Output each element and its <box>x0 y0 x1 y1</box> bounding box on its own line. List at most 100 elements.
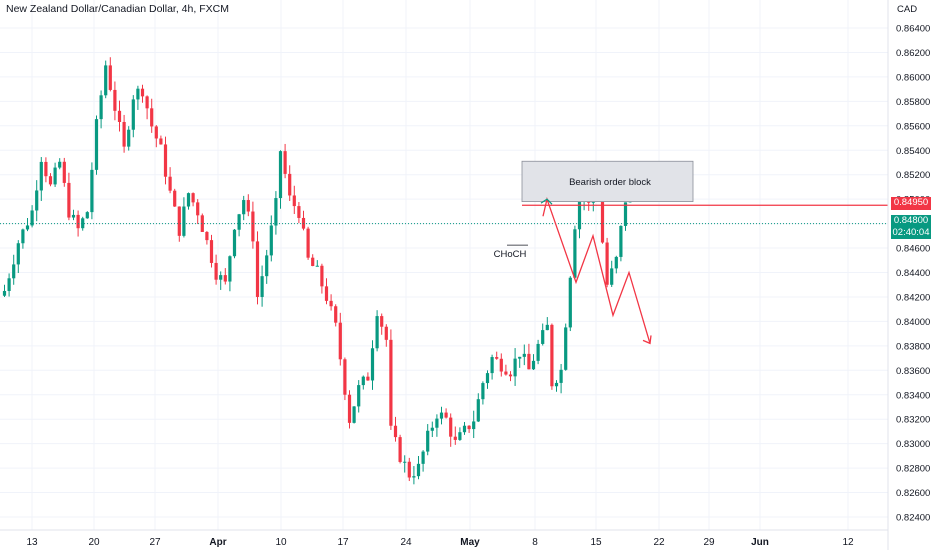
candle-body <box>412 476 416 478</box>
projection-arrowhead <box>642 335 652 345</box>
candle-body <box>260 276 264 297</box>
candle-body <box>85 212 89 219</box>
candle-body <box>35 190 39 211</box>
candle-body <box>209 240 214 263</box>
candle-body <box>421 451 425 464</box>
candle-body <box>159 138 163 145</box>
candle-body <box>168 176 172 191</box>
candle-body <box>242 200 246 215</box>
currency-label: CAD <box>897 4 918 15</box>
candle-body <box>329 300 333 307</box>
candle-body <box>338 322 342 360</box>
price-axis[interactable]: 0.82400 0.82600 0.82800 0.83000 0.83200 0.834… <box>896 24 930 524</box>
candle-body <box>150 108 154 127</box>
candle-body <box>113 89 117 111</box>
candle-body <box>324 286 329 301</box>
bar-countdown: 02:40:04 <box>892 227 930 238</box>
candle-body <box>62 161 66 183</box>
candle-body <box>173 190 177 207</box>
candle-body <box>16 243 20 265</box>
time-tick-label: May <box>460 537 480 548</box>
candle-body <box>7 278 11 291</box>
price-tick-label: 0.85400 <box>896 146 930 157</box>
candle-body <box>495 357 499 359</box>
candle-body <box>600 190 605 243</box>
candle-body <box>311 257 315 266</box>
level-price-value: 0.84950 <box>893 197 929 208</box>
candle-body <box>347 394 352 423</box>
candle-body <box>297 206 301 218</box>
candle-body <box>94 119 99 170</box>
candle-body <box>131 99 135 130</box>
candle-body <box>504 371 508 375</box>
time-axis[interactable]: 13 20 27 Apr 10 17 24 May 8 15 22 29 Jun 12 <box>26 537 854 548</box>
candle-body <box>163 144 168 177</box>
candle-body <box>104 65 108 96</box>
choch-label: CHoCH <box>494 249 527 260</box>
candle-body <box>614 256 618 269</box>
candle-body <box>71 214 76 218</box>
projection-start-arrow <box>540 198 553 205</box>
candle-body <box>573 229 577 278</box>
candle-body <box>76 214 80 229</box>
time-tick-label: 17 <box>337 537 349 548</box>
candle-body <box>182 206 186 236</box>
price-tick-label: 0.82600 <box>896 488 930 499</box>
candle-body <box>292 195 296 207</box>
candle-body <box>246 200 250 212</box>
candle-body <box>99 95 103 120</box>
candle-body <box>398 437 402 462</box>
candle-body <box>90 169 94 213</box>
candle-body <box>375 316 379 349</box>
candle-body <box>490 357 494 374</box>
candle-body <box>136 88 140 100</box>
candle-body <box>370 348 375 381</box>
candle-body <box>366 376 370 381</box>
price-tick-label: 0.86000 <box>896 72 930 83</box>
candle-body <box>25 225 30 230</box>
candle-body <box>265 255 269 277</box>
candle-body <box>453 436 457 440</box>
candle-body <box>449 417 453 437</box>
price-tick-label: 0.82400 <box>896 513 930 524</box>
candle-body <box>108 65 112 90</box>
price-tick-label: 0.85800 <box>896 97 930 108</box>
candle-body <box>619 225 623 257</box>
candle-body <box>550 324 554 387</box>
time-tick-label: 24 <box>400 537 412 548</box>
candle-body <box>315 265 319 267</box>
time-tick-label: 27 <box>149 537 161 548</box>
candle-body <box>191 193 195 203</box>
candle-body <box>274 198 278 226</box>
chart-grid <box>0 0 888 530</box>
candle-body <box>577 200 582 230</box>
price-tick-label: 0.85200 <box>896 170 930 181</box>
candle-body <box>444 412 448 418</box>
candle-body <box>306 228 310 258</box>
time-tick-label: Jun <box>751 537 769 548</box>
level-price-badge: 0.84950 <box>891 197 931 210</box>
candle-body <box>407 461 411 478</box>
candle-body <box>623 202 628 226</box>
candle-body <box>610 268 614 285</box>
candle-body <box>357 385 361 407</box>
candle-body <box>205 231 209 241</box>
candlestick-series <box>2 57 632 485</box>
candle-body <box>564 327 568 370</box>
candle-body <box>384 326 388 340</box>
candle-body <box>255 241 260 297</box>
candle-body <box>122 121 126 147</box>
candle-body <box>214 262 218 280</box>
time-tick-label: 15 <box>590 537 602 548</box>
candle-body <box>467 425 471 430</box>
candle-body <box>518 356 522 359</box>
candle-body <box>81 218 85 229</box>
current-price-value: 0.84800 <box>893 215 929 226</box>
candle-body <box>145 96 149 109</box>
candle-body <box>154 126 158 139</box>
candle-body <box>127 129 131 147</box>
symbol-title[interactable]: New Zealand Dollar/Canadian Dollar, 4h, … <box>6 3 229 15</box>
candle-body <box>435 418 439 428</box>
candle-body <box>499 358 503 372</box>
